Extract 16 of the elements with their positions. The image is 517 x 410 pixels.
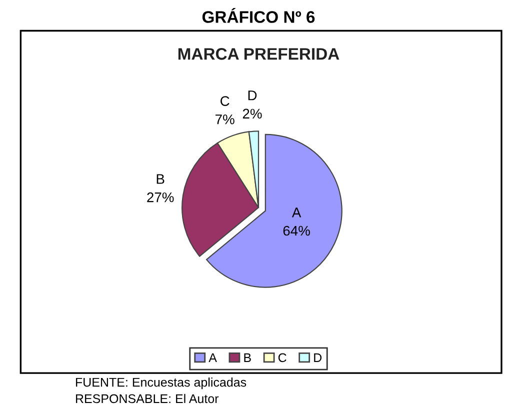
legend-label: B [244, 353, 251, 362]
slice-label: D [248, 90, 257, 100]
legend-label: A [208, 353, 217, 362]
slice-label: C [220, 96, 230, 106]
data-label: 7% [216, 114, 234, 124]
data-label: 64% [283, 226, 310, 236]
slice-label: A [292, 208, 302, 218]
data-label: 27% [147, 192, 174, 202]
legend-label: C [278, 353, 286, 362]
data-label: 2% [242, 108, 262, 119]
slice-label: B [156, 174, 164, 184]
text: RESPONSABLE: El Autor [76, 394, 219, 404]
legend-label: D [314, 353, 322, 362]
chart-title: GRÁFICO Nº 6 [202, 8, 315, 23]
chart-subtitle: MARCA PREFERIDA [178, 48, 340, 60]
source-note: FUENTE: Encuestas aplicadas [76, 378, 246, 390]
